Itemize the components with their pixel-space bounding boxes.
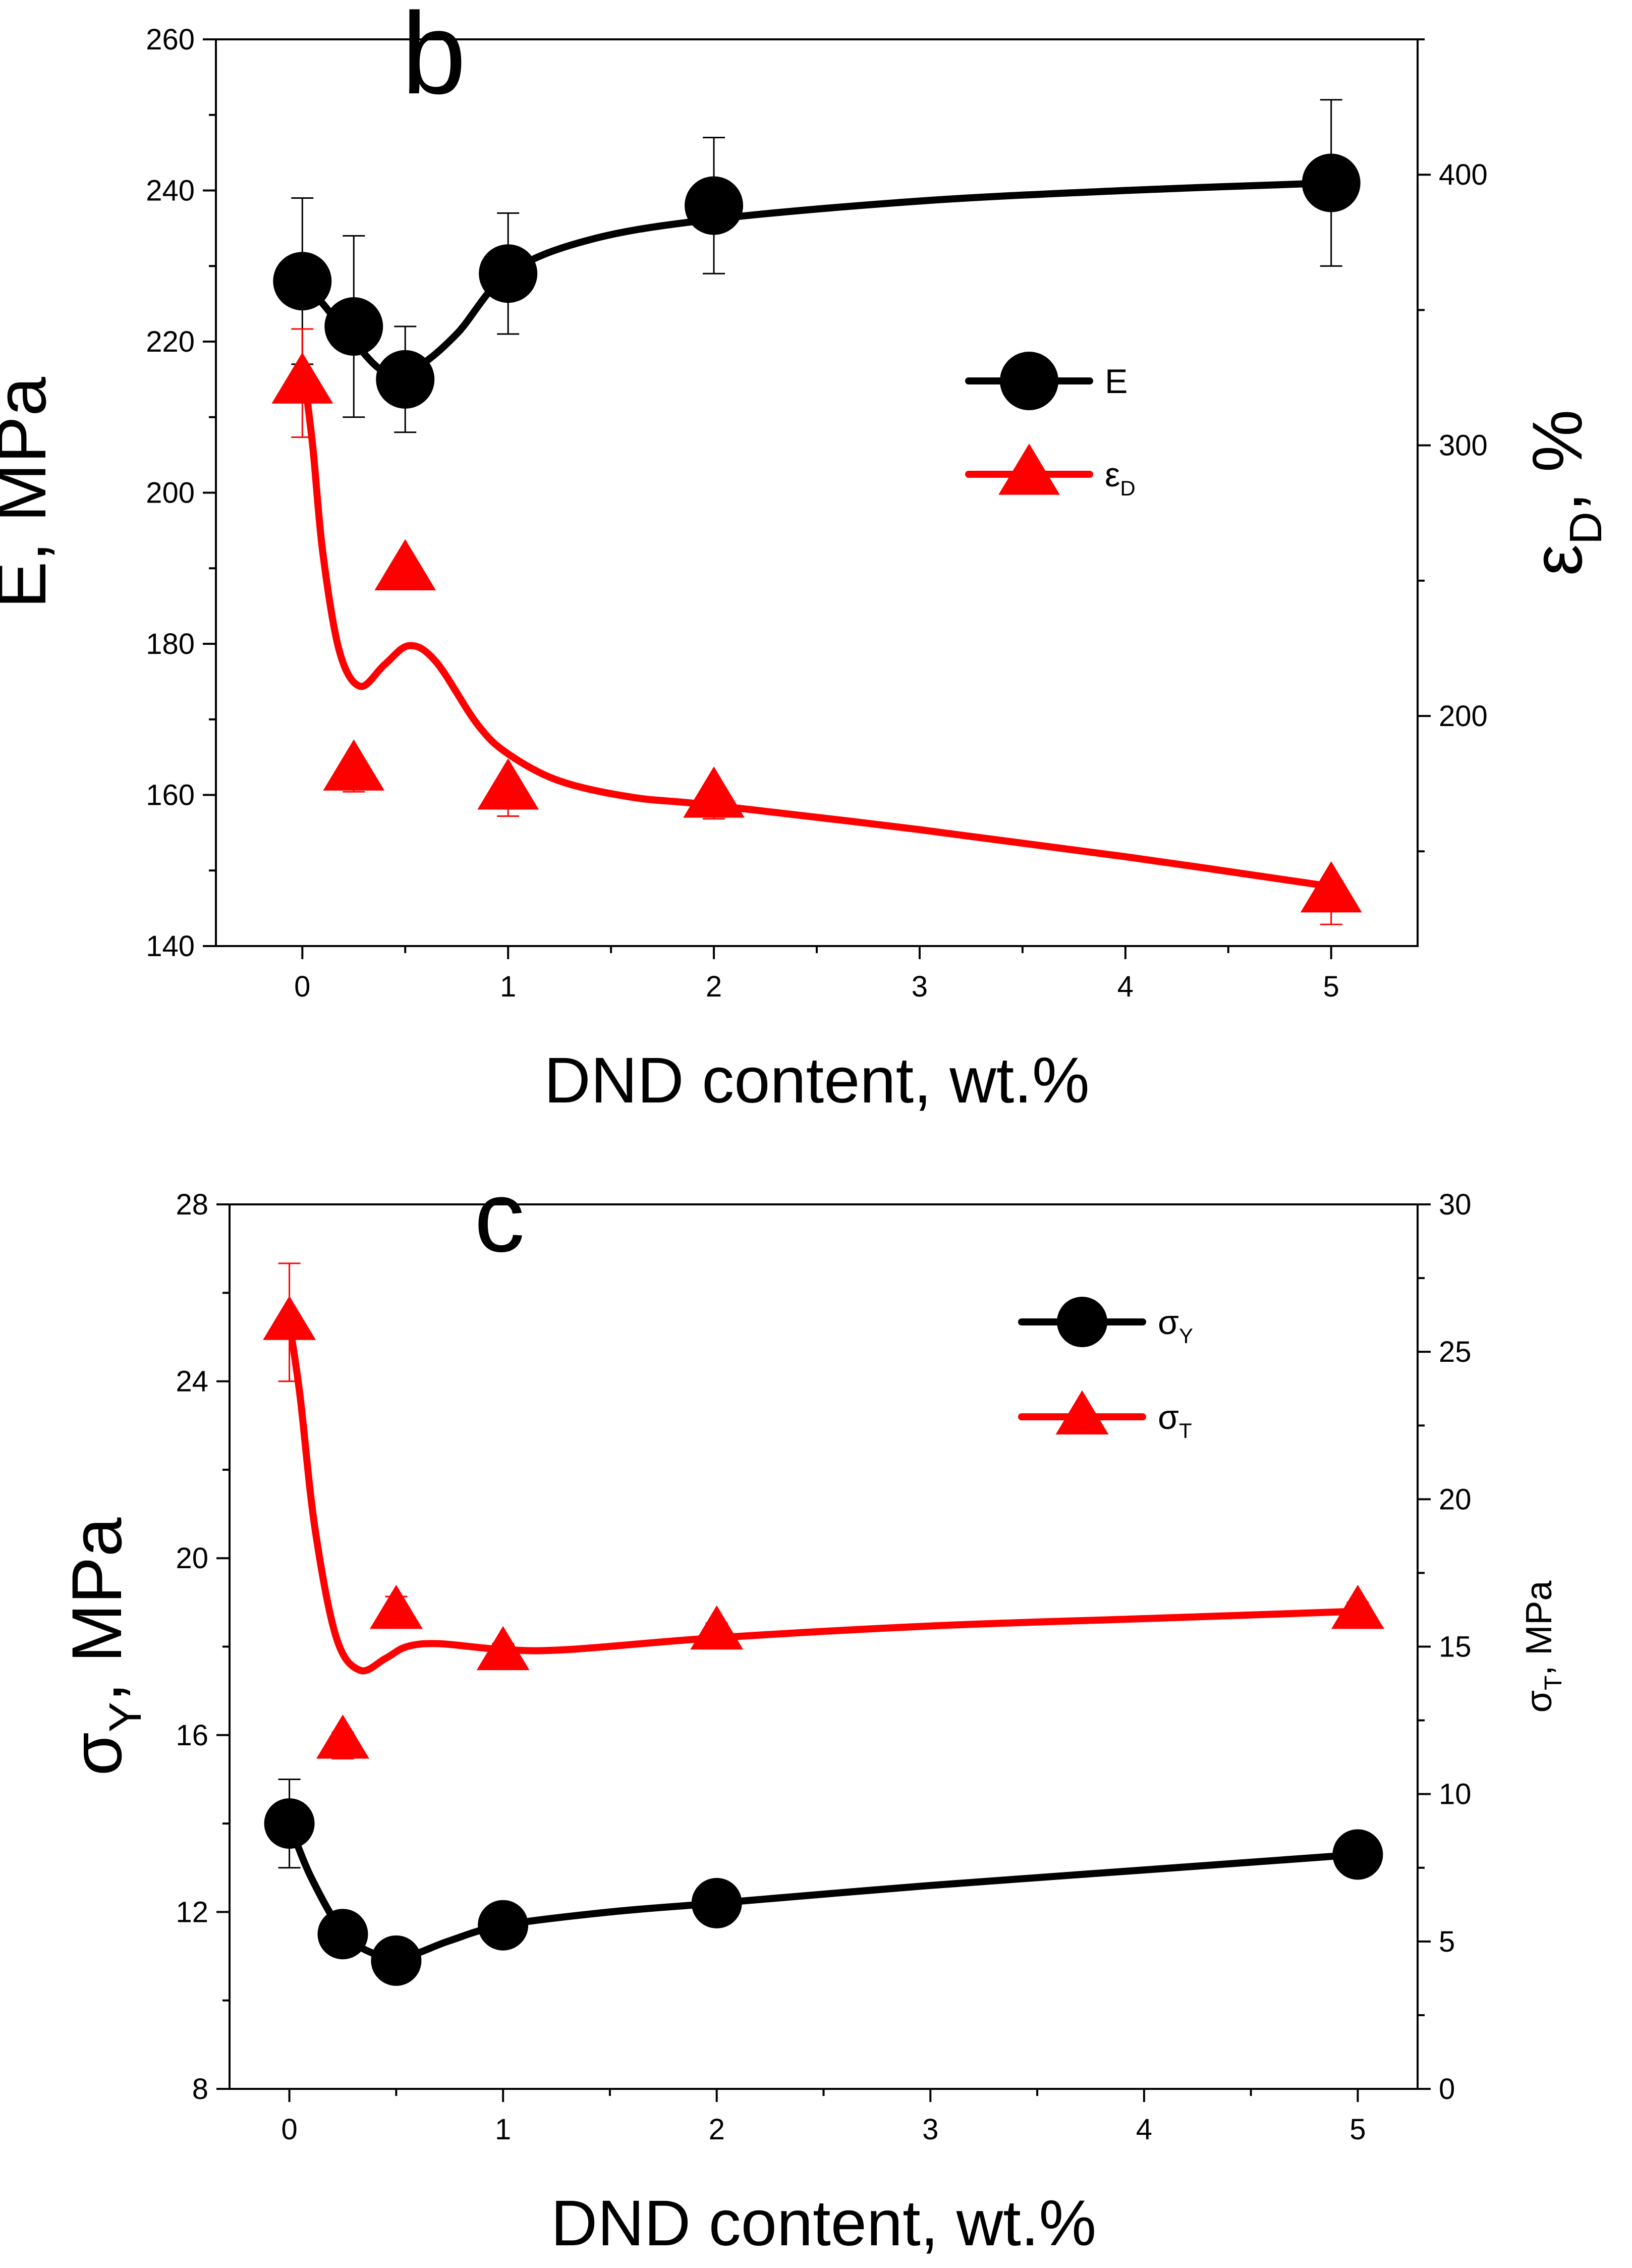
x-tick-label: 2 [706, 970, 722, 1003]
y-left-tick-label: 220 [146, 325, 195, 358]
x-axis-label: DND content, wt.% [551, 2187, 1096, 2259]
y-left-tick-label: 28 [176, 1188, 208, 1221]
y-left-tick-label: 16 [176, 1719, 208, 1752]
y-right-tick-label: 25 [1439, 1336, 1472, 1368]
x-tick-label: 3 [922, 2113, 938, 2146]
y-left-tick-label: 12 [176, 1896, 208, 1928]
data-point-circle [371, 1935, 422, 1986]
y-left-tick-label: 200 [146, 477, 195, 510]
legend-marker-circle [1000, 352, 1058, 410]
data-point-triangle [271, 352, 333, 404]
x-tick-label: 5 [1323, 970, 1339, 1003]
data-point-circle [478, 1900, 529, 1951]
y-left-tick-label: 24 [176, 1365, 208, 1398]
panel-label: b [402, 0, 466, 118]
data-point-circle [685, 176, 744, 235]
fit-curve-red [299, 358, 1335, 890]
y-left-tick-label: 8 [192, 2073, 208, 2106]
x-tick-label: 4 [1136, 2113, 1152, 2146]
legend-marker-circle [1057, 1297, 1107, 1347]
data-point-circle [1302, 153, 1361, 212]
y-right-tick-label: 300 [1439, 429, 1488, 462]
y-left-tick-label: 20 [176, 1542, 208, 1575]
y-right-tick-label: 200 [1439, 700, 1488, 733]
data-point-circle [376, 350, 435, 409]
legend-label: σT [1158, 1398, 1192, 1443]
x-tick-label: 1 [495, 2113, 511, 2146]
data-point-triangle [1300, 861, 1362, 913]
data-point-triangle [690, 1605, 744, 1650]
x-tick-label: 2 [709, 2113, 725, 2146]
legend-marker-triangle [998, 444, 1060, 495]
y-left-tick-label: 180 [146, 628, 195, 660]
data-point-circle [691, 1877, 742, 1928]
y-right-tick-label: 20 [1439, 1483, 1472, 1516]
y-right-tick-label: 400 [1439, 158, 1488, 191]
x-tick-label: 4 [1117, 970, 1134, 1003]
data-point-triangle [369, 1584, 423, 1629]
data-point-triangle [1331, 1584, 1384, 1629]
data-point-triangle [683, 766, 745, 818]
y-left-tick-label: 260 [146, 23, 195, 56]
panel-label: c [474, 1160, 525, 1273]
data-point-circle [479, 244, 538, 303]
x-tick-label: 3 [912, 970, 928, 1003]
y-left-axis-label: σY, MPa [57, 1517, 151, 1776]
y-right-tick-label: 15 [1439, 1631, 1472, 1664]
data-point-triangle [476, 1626, 530, 1671]
data-point-circle [317, 1909, 368, 1960]
x-tick-label: 5 [1349, 2113, 1366, 2146]
chart-panel-b: 0 1 2 3 4 5 DND content, wt.% 140 160 180 200 220 24… [0, 0, 1611, 1117]
y-right-axis-label: εD, % [1517, 410, 1611, 576]
data-point-circle [273, 252, 332, 311]
y-right-tick-label: 0 [1439, 2073, 1455, 2106]
data-point-triangle [374, 539, 436, 590]
x-axis-label: DND content, wt.% [544, 1044, 1089, 1117]
legend-label: εD [1105, 456, 1136, 500]
data-point-circle [264, 1798, 315, 1849]
x-tick-label: 1 [500, 970, 516, 1003]
x-tick-label: 0 [281, 2113, 297, 2146]
x-tick-label: 0 [294, 970, 310, 1003]
y-left-tick-label: 160 [146, 779, 195, 812]
y-left-axis-label: E, MPa [0, 377, 61, 609]
y-left-tick-label: 140 [146, 930, 195, 963]
data-point-triangle [316, 1714, 369, 1759]
legend-label: σY [1158, 1303, 1193, 1348]
y-right-tick-label: 5 [1439, 1925, 1455, 1958]
y-left-tick-label: 240 [146, 175, 195, 207]
data-point-circle [324, 297, 383, 356]
fit-curve-black [299, 179, 1335, 378]
legend-label: E [1105, 362, 1128, 401]
data-point-triangle [263, 1296, 316, 1340]
y-right-tick-label: 30 [1439, 1188, 1472, 1221]
data-point-circle [1332, 1829, 1383, 1880]
data-point-triangle [323, 739, 385, 791]
data-point-triangle [477, 758, 539, 810]
y-right-axis-label: σT, MPa [1519, 1580, 1567, 1713]
y-right-tick-label: 10 [1439, 1778, 1472, 1811]
legend-marker-triangle [1055, 1390, 1109, 1434]
